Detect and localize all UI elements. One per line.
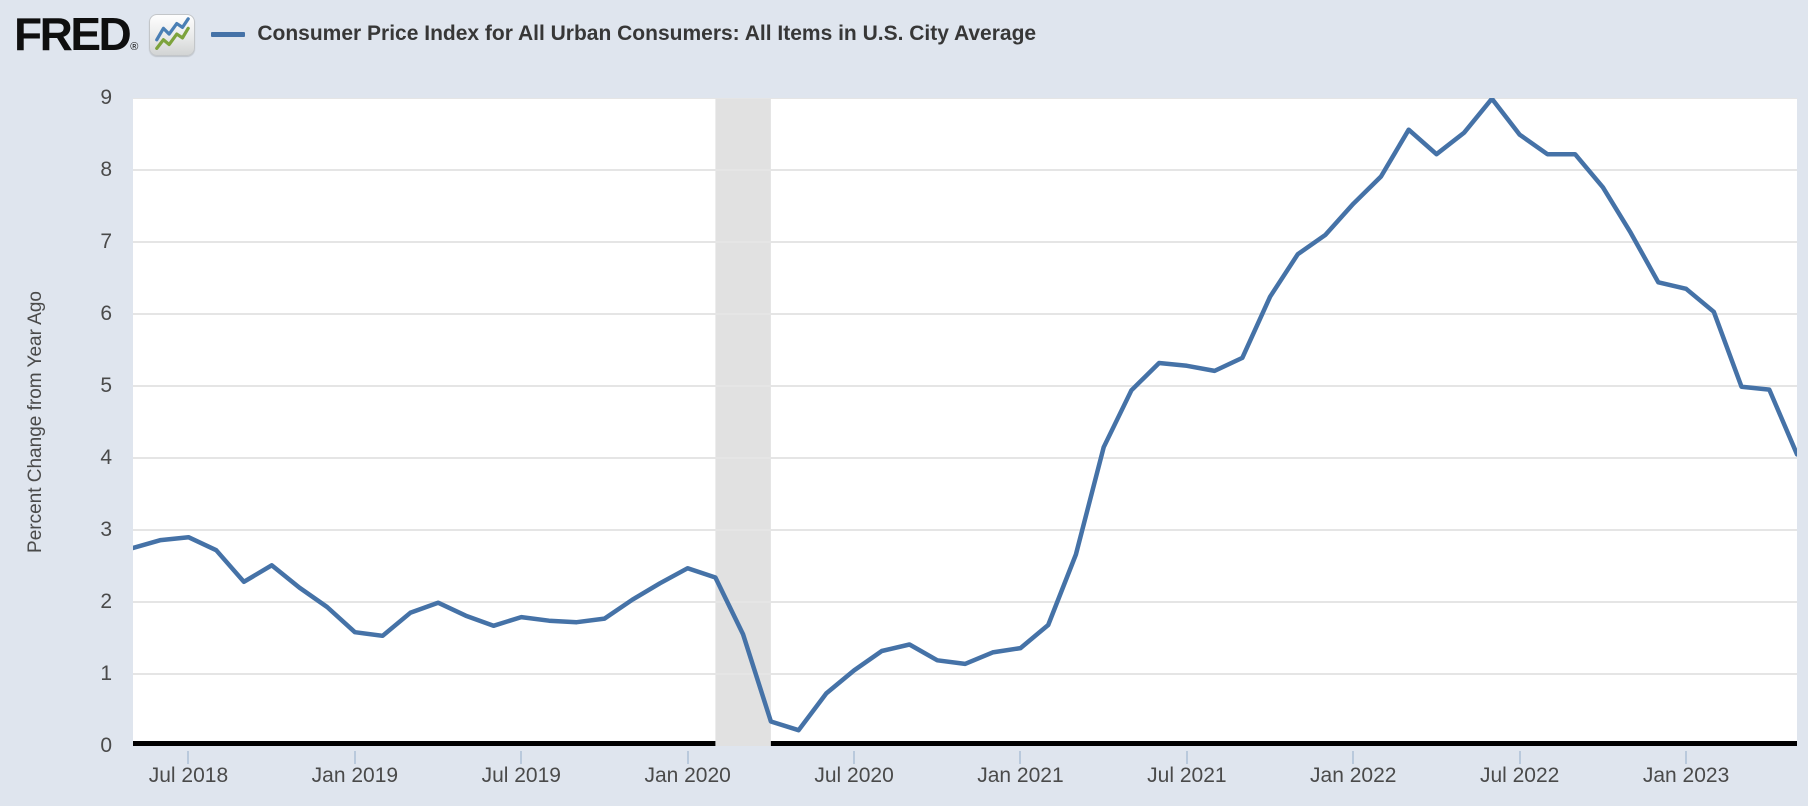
y-tick-label-8: 8 <box>100 158 112 181</box>
plot-area <box>133 98 1797 746</box>
x-tick-mark <box>1352 751 1355 764</box>
chart-header: FRED ® Consumer Price Index for All Urban… <box>14 10 1036 58</box>
x-tick-mark <box>853 751 856 764</box>
y-tick-label-7: 7 <box>100 230 112 253</box>
x-tick-label: Jul 2021 <box>1147 764 1227 787</box>
x-tick-label: Jan 2020 <box>644 764 731 787</box>
legend-line-swatch <box>211 31 246 37</box>
fred-logo-text: FRED <box>14 8 132 60</box>
series-title: Consumer Price Index for All Urban Consu… <box>257 22 1037 45</box>
x-tick-label: Jul 2019 <box>481 764 561 787</box>
x-tick-label: Jan 2021 <box>977 764 1064 787</box>
chart-canvas <box>133 98 1797 746</box>
fred-logo: FRED ® <box>14 11 138 57</box>
x-tick-mark <box>187 751 190 764</box>
x-tick-mark <box>520 751 523 764</box>
x-tick-label: Jan 2019 <box>311 764 399 787</box>
x-tick-label: Jul 2020 <box>814 764 894 787</box>
x-tick-mark <box>686 751 689 764</box>
cpi-series-line <box>133 98 1797 733</box>
registered-trademark-symbol: ® <box>130 41 139 54</box>
y-tick-label-0: 0 <box>100 734 112 757</box>
y-tick-label-3: 3 <box>100 518 112 541</box>
x-tick-label: Jan 2023 <box>1642 764 1730 787</box>
x-tick-label: Jul 2018 <box>148 764 229 787</box>
x-tick-mark <box>1185 751 1188 764</box>
recession-shading-band <box>715 98 771 746</box>
x-tick-mark <box>1685 751 1688 764</box>
y-axis-title: Percent Change from Year Ago <box>25 291 46 553</box>
x-tick-mark <box>1518 751 1521 764</box>
y-tick-label-5: 5 <box>100 374 112 397</box>
x-tick-mark <box>353 751 356 764</box>
fred-line-chart-icon <box>149 14 196 56</box>
y-tick-label-6: 6 <box>100 302 112 325</box>
y-tick-label-2: 2 <box>100 590 112 613</box>
y-tick-label-9: 9 <box>100 86 112 109</box>
y-tick-label-4: 4 <box>100 446 112 469</box>
x-tick-mark <box>1019 751 1022 764</box>
x-tick-label: Jan 2022 <box>1310 764 1397 787</box>
y-tick-label-1: 1 <box>100 662 112 685</box>
x-tick-label: Jul 2022 <box>1479 764 1560 787</box>
